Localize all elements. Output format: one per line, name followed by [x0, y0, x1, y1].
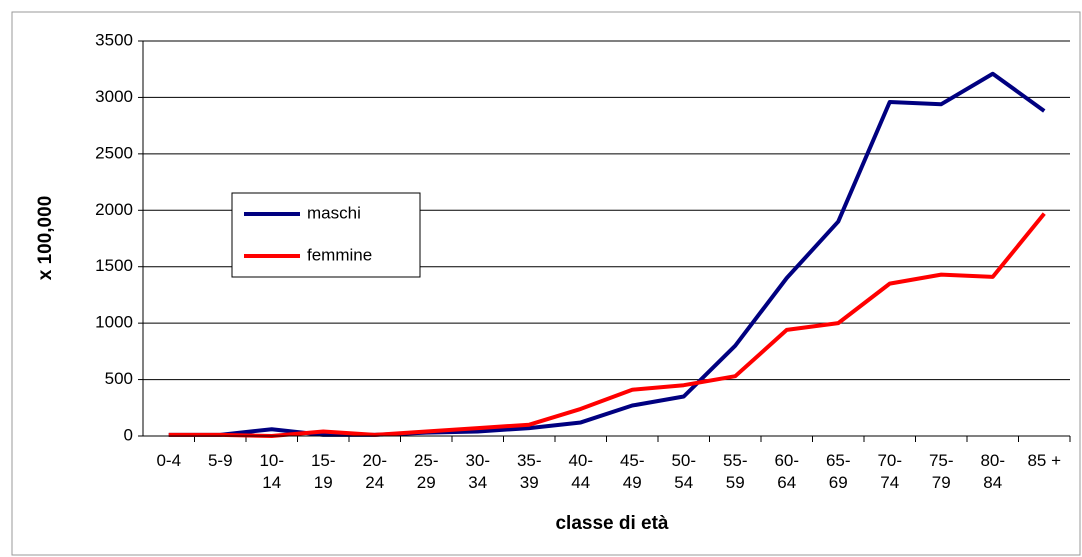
- x-tick-label: 85 +: [1027, 451, 1062, 470]
- x-tick-label: 15- 19: [310, 451, 336, 492]
- x-tick-label: 80- 84: [980, 451, 1006, 492]
- series-line: [168, 212, 1046, 438]
- x-tick-label: 10- 14: [259, 451, 285, 492]
- x-tick-label: 60- 64: [774, 451, 800, 492]
- y-tick-label: 500: [105, 369, 133, 388]
- x-tick-label: 25- 29: [413, 451, 439, 492]
- legend-box: [231, 192, 421, 278]
- y-tick-label: 3000: [95, 87, 133, 106]
- x-tick-label: 50- 54: [671, 451, 697, 492]
- x-tick-label: 75- 79: [928, 451, 954, 492]
- frame: [11, 11, 1081, 556]
- y-tick-label: 2500: [95, 143, 133, 162]
- x-tick-label: 30- 34: [465, 451, 491, 492]
- y-tick-label: 1500: [95, 256, 133, 275]
- y-axis-title: x 100,000: [35, 196, 56, 281]
- y-tick-label: 1000: [95, 313, 133, 332]
- x-tick-label: 70- 74: [877, 451, 903, 492]
- y-tick-label: 3500: [95, 30, 133, 49]
- x-tick-label: 5-9: [207, 451, 233, 470]
- legend-label: femmine: [307, 245, 372, 264]
- legend-label: maschi: [307, 203, 361, 222]
- y-tick-label: 0: [124, 425, 133, 444]
- x-tick-label: 45- 49: [619, 451, 645, 492]
- x-tick-label: 35- 39: [516, 451, 542, 492]
- x-tick-label: 40- 44: [568, 451, 594, 492]
- x-tick-label: 65- 69: [825, 451, 851, 492]
- x-tick-label: 20- 24: [362, 451, 388, 492]
- x-axis-title: classe di età: [555, 513, 668, 534]
- x-tick-label: 0-4: [156, 451, 182, 470]
- x-tick-label: 55- 59: [722, 451, 748, 492]
- y-tick-label: 2000: [95, 200, 133, 219]
